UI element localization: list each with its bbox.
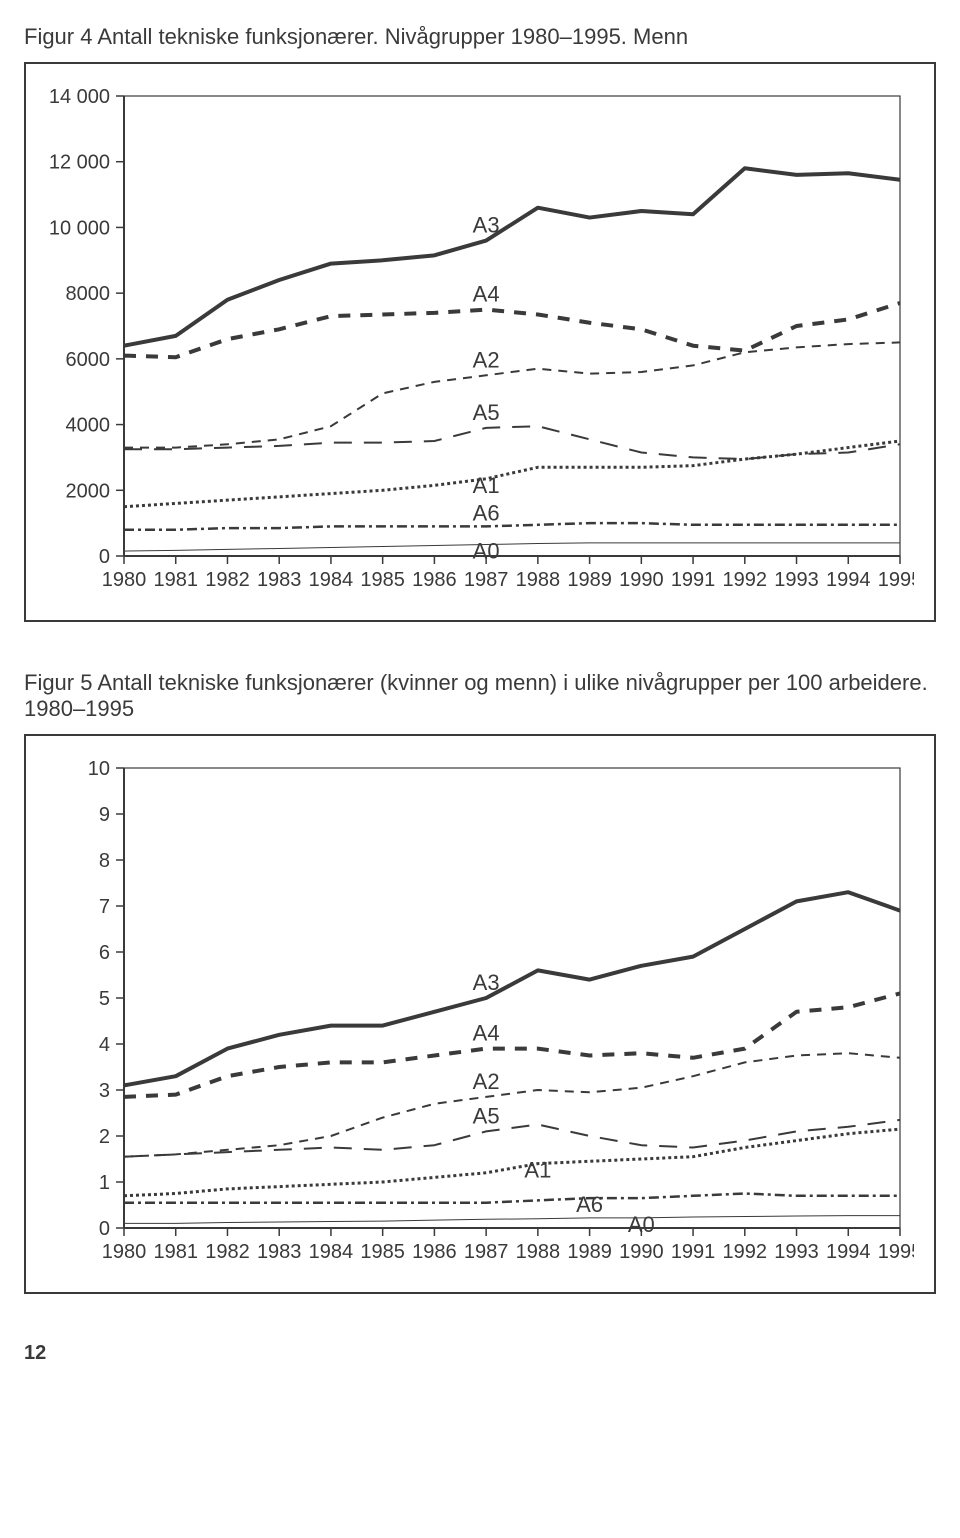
svg-text:8000: 8000 bbox=[66, 283, 111, 305]
page-number: 12 bbox=[24, 1342, 936, 1365]
svg-text:1993: 1993 bbox=[774, 569, 819, 591]
svg-text:0: 0 bbox=[99, 1218, 110, 1240]
svg-text:A1: A1 bbox=[524, 1158, 551, 1183]
svg-text:0: 0 bbox=[99, 546, 110, 568]
svg-text:A0: A0 bbox=[628, 1212, 655, 1237]
svg-text:1988: 1988 bbox=[516, 1241, 561, 1263]
svg-text:1988: 1988 bbox=[516, 569, 561, 591]
svg-text:8: 8 bbox=[99, 850, 110, 872]
figure4-chart-box: 0 2000 4000 6000 8000 10 000 12 000 14 000 1980 1… bbox=[24, 62, 936, 622]
figure4-chart: 0 2000 4000 6000 8000 10 000 12 000 14 000 1980 1… bbox=[44, 82, 914, 602]
svg-text:1985: 1985 bbox=[360, 1241, 405, 1263]
svg-text:1: 1 bbox=[99, 1172, 110, 1194]
svg-text:1987: 1987 bbox=[464, 569, 509, 591]
svg-text:3: 3 bbox=[99, 1080, 110, 1102]
svg-text:6: 6 bbox=[99, 942, 110, 964]
svg-text:A3: A3 bbox=[473, 213, 500, 238]
svg-text:1982: 1982 bbox=[205, 1241, 250, 1263]
svg-text:A6: A6 bbox=[473, 500, 500, 525]
svg-text:10 000: 10 000 bbox=[49, 217, 110, 239]
svg-text:1990: 1990 bbox=[619, 1241, 664, 1263]
svg-text:4: 4 bbox=[99, 1034, 110, 1056]
svg-text:2: 2 bbox=[99, 1126, 110, 1148]
svg-text:A3: A3 bbox=[473, 970, 500, 995]
svg-text:A2: A2 bbox=[473, 347, 500, 372]
svg-text:4000: 4000 bbox=[66, 415, 111, 437]
svg-text:2000: 2000 bbox=[66, 480, 111, 502]
svg-text:A5: A5 bbox=[473, 1103, 500, 1128]
svg-text:1983: 1983 bbox=[257, 569, 302, 591]
svg-text:1993: 1993 bbox=[774, 1241, 819, 1263]
svg-text:A5: A5 bbox=[473, 400, 500, 425]
svg-text:A4: A4 bbox=[473, 1021, 500, 1046]
svg-text:5: 5 bbox=[99, 988, 110, 1010]
svg-text:1987: 1987 bbox=[464, 1241, 509, 1263]
svg-text:1990: 1990 bbox=[619, 569, 664, 591]
svg-text:A0: A0 bbox=[473, 539, 500, 564]
svg-text:A6: A6 bbox=[576, 1192, 603, 1217]
svg-text:1984: 1984 bbox=[309, 1241, 354, 1263]
svg-text:1986: 1986 bbox=[412, 1241, 457, 1263]
svg-text:1992: 1992 bbox=[723, 1241, 768, 1263]
svg-text:A1: A1 bbox=[473, 473, 500, 498]
svg-text:9: 9 bbox=[99, 804, 110, 826]
svg-text:1985: 1985 bbox=[360, 569, 405, 591]
svg-text:1991: 1991 bbox=[671, 569, 716, 591]
svg-text:7: 7 bbox=[99, 896, 110, 918]
svg-text:1981: 1981 bbox=[153, 569, 198, 591]
svg-text:1995: 1995 bbox=[878, 569, 914, 591]
svg-text:1980: 1980 bbox=[102, 1241, 147, 1263]
figure4-title: Figur 4 Antall tekniske funksjonærer. Ni… bbox=[24, 24, 936, 50]
svg-text:12 000: 12 000 bbox=[49, 152, 110, 174]
svg-text:1994: 1994 bbox=[826, 1241, 871, 1263]
figure5-chart-box: 0 1 2 3 4 5 6 7 8 9 10 1980 1981 1982 1983 1984 1985 1986… bbox=[24, 734, 936, 1294]
svg-text:1989: 1989 bbox=[567, 569, 612, 591]
svg-text:1984: 1984 bbox=[309, 569, 354, 591]
svg-text:6000: 6000 bbox=[66, 349, 111, 371]
svg-text:1982: 1982 bbox=[205, 569, 250, 591]
svg-text:1995: 1995 bbox=[878, 1241, 914, 1263]
svg-text:1981: 1981 bbox=[153, 1241, 198, 1263]
svg-text:1989: 1989 bbox=[567, 1241, 612, 1263]
svg-text:1991: 1991 bbox=[671, 1241, 716, 1263]
svg-text:1980: 1980 bbox=[102, 569, 147, 591]
svg-text:14 000: 14 000 bbox=[49, 86, 110, 108]
svg-text:A4: A4 bbox=[473, 282, 500, 307]
svg-text:1992: 1992 bbox=[723, 569, 768, 591]
svg-text:1983: 1983 bbox=[257, 1241, 302, 1263]
svg-text:10: 10 bbox=[88, 758, 110, 780]
svg-text:1986: 1986 bbox=[412, 569, 457, 591]
figure5-chart: 0 1 2 3 4 5 6 7 8 9 10 1980 1981 1982 1983 1984 1985 1986… bbox=[44, 754, 914, 1274]
svg-text:A2: A2 bbox=[473, 1069, 500, 1094]
svg-text:1994: 1994 bbox=[826, 569, 871, 591]
figure5-title: Figur 5 Antall tekniske funksjonærer (kv… bbox=[24, 670, 936, 722]
